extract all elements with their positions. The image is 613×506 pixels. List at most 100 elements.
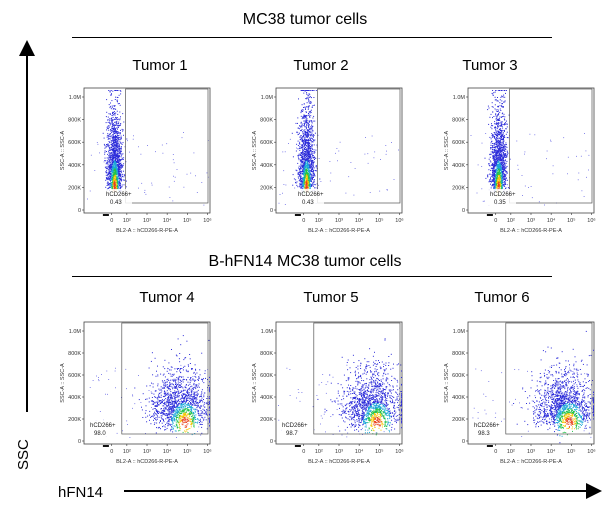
y-tick-label: 600K — [260, 140, 273, 146]
x-tick-label: 10⁶ — [203, 217, 211, 224]
x-tick-label: 10⁴ — [547, 217, 556, 224]
y-tick-label: 800K — [452, 118, 465, 124]
y-tick-label: 600K — [260, 373, 273, 379]
ssc-axis-label: SSC — [15, 439, 32, 470]
panel-title-1: Tumor 1 — [132, 57, 188, 74]
x-tick-label: 0 — [110, 449, 113, 455]
y-tick-label: 200K — [260, 417, 273, 423]
y-tick-label: 800K — [68, 118, 81, 124]
event-density — [470, 90, 590, 206]
gate-hcd266 — [121, 322, 209, 435]
x-tick-label: 10³ — [335, 449, 343, 455]
y-tick-label: 1.0M — [69, 329, 82, 335]
x-tick-label: 10⁴ — [547, 448, 556, 455]
y-tick-label: 400K — [68, 163, 81, 169]
x-tick-label: 10² — [507, 449, 515, 455]
y-tick-label: 800K — [260, 351, 273, 357]
y-tick-label: 1.0M — [453, 95, 466, 101]
y-tick-label: 1.0M — [261, 329, 274, 335]
y-tick-label: 0 — [270, 439, 273, 445]
x-tick-label: 10⁶ — [395, 217, 403, 224]
gate-hcd266 — [125, 88, 209, 204]
y-tick-label: 400K — [452, 395, 465, 401]
panel-xlabel: BL2-A :: hCD266-R-PE-A — [500, 459, 562, 465]
y-tick-label: 200K — [68, 185, 81, 191]
y-tick-label: 0 — [462, 439, 465, 445]
event-density — [472, 330, 594, 444]
y-tick-label: 1.0M — [69, 95, 82, 101]
x-tick-label: 10⁴ — [163, 217, 172, 224]
section-divider-top — [72, 37, 552, 38]
x-tick-label: 0 — [494, 449, 497, 455]
x-tick-label: 10² — [315, 449, 323, 455]
x-tick-label: 10² — [123, 218, 131, 224]
panel-ylabel: SSC-A :: SSC-A — [60, 363, 66, 403]
gate-name: hCD266+ — [106, 192, 132, 198]
axis-marker — [486, 445, 493, 447]
x-tick-label: 10⁵ — [567, 217, 575, 224]
event-density — [89, 335, 210, 438]
panel-xlabel: BL2-A :: hCD266-R-PE-A — [308, 459, 370, 465]
y-tick-label: 600K — [452, 373, 465, 379]
panel-ylabel: SSC-A :: SSC-A — [444, 130, 450, 170]
gate-percent: 98.3 — [478, 431, 490, 437]
x-tick-label: 10³ — [335, 218, 343, 224]
x-tick-label: 10⁴ — [355, 448, 364, 455]
event-density — [87, 90, 209, 206]
y-tick-label: 0 — [78, 208, 81, 214]
panel-xlabel: BL2-A :: hCD266-R-PE-A — [500, 228, 562, 234]
section-title-bhfn14: B-hFN14 MC38 tumor cells — [208, 253, 402, 270]
y-tick-label: 1.0M — [261, 95, 274, 101]
panel-title-3: Tumor 3 — [462, 57, 518, 74]
plot-frame — [467, 87, 595, 214]
x-tick-label: 10² — [315, 218, 323, 224]
x-tick-label: 0 — [494, 218, 497, 224]
gate-hcd266 — [505, 322, 593, 435]
gate-name: hCD266+ — [490, 192, 516, 198]
y-tick-label: 800K — [68, 351, 81, 357]
x-tick-label: 0 — [110, 218, 113, 224]
x-tick-label: 10³ — [527, 449, 535, 455]
plot-frame — [275, 87, 403, 214]
x-tick-label: 10³ — [527, 218, 535, 224]
section-title-mc38: MC38 tumor cells — [242, 11, 368, 28]
y-tick-label: 400K — [260, 163, 273, 169]
x-tick-label: 10⁵ — [567, 448, 575, 455]
gate-percent: 98.0 — [94, 431, 106, 437]
x-tick-label: 10³ — [143, 449, 151, 455]
x-tick-label: 10⁴ — [355, 217, 364, 224]
y-tick-label: 600K — [68, 373, 81, 379]
y-tick-label: 400K — [260, 395, 273, 401]
y-tick-label: 400K — [68, 395, 81, 401]
section-divider-middle — [72, 276, 552, 277]
x-tick-label: 10⁵ — [183, 448, 191, 455]
gate-name: hCD266+ — [282, 423, 308, 429]
x-tick-label: 10⁶ — [587, 217, 595, 224]
panel-ylabel: SSC-A :: SSC-A — [444, 363, 450, 403]
x-tick-label: 10² — [123, 449, 131, 455]
gate-percent: 0.35 — [494, 200, 506, 206]
axis-marker — [102, 445, 109, 447]
x-tick-label: 10⁶ — [587, 448, 595, 455]
x-tick-label: 0 — [302, 218, 305, 224]
plot-frame — [83, 87, 211, 214]
x-tick-label: 10⁵ — [375, 448, 383, 455]
y-tick-label: 800K — [260, 118, 273, 124]
x-tick-label: 10⁴ — [163, 448, 172, 455]
axis-marker — [102, 214, 109, 216]
y-tick-label: 200K — [260, 185, 273, 191]
gate-hcd266 — [509, 88, 593, 204]
panel-ylabel: SSC-A :: SSC-A — [252, 130, 258, 170]
x-tick-label: 10⁵ — [375, 217, 383, 224]
panel-ylabel: SSC-A :: SSC-A — [252, 363, 258, 403]
panel-title-6: Tumor 6 — [474, 289, 530, 306]
gate-percent: 0.43 — [302, 200, 314, 206]
x-tick-label: 0 — [302, 449, 305, 455]
gate-name: hCD266+ — [298, 192, 324, 198]
panel-xlabel: BL2-A :: hCD266-R-PE-A — [116, 459, 178, 465]
